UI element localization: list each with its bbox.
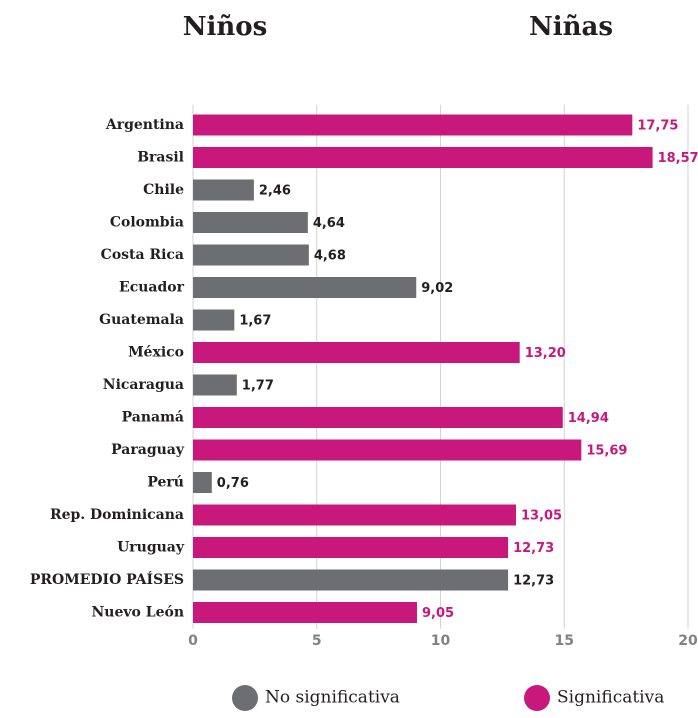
legend-label: No significativa xyxy=(265,688,400,708)
value-label: 4,68 xyxy=(314,249,346,264)
bar xyxy=(193,537,509,558)
bar xyxy=(193,504,516,526)
y-tick-label: PROMEDIO PAÍSES xyxy=(30,570,184,588)
y-tick-label: Ecuador xyxy=(119,280,185,296)
x-tick-label: 0 xyxy=(188,633,198,649)
y-tick-label: Colombia xyxy=(110,215,184,231)
y-tick-label: Argentina xyxy=(105,117,184,133)
value-label: 1,67 xyxy=(239,314,271,329)
bar xyxy=(193,114,633,136)
legend-label: Significativa xyxy=(557,688,664,708)
value-label: 9,02 xyxy=(421,281,453,296)
bar xyxy=(193,244,309,266)
bar xyxy=(193,277,417,298)
value-label: 17,75 xyxy=(637,119,678,134)
y-tick-label: México xyxy=(128,345,184,361)
x-tick-label: 20 xyxy=(678,633,698,649)
legend-marker xyxy=(524,685,550,711)
value-label: 1,77 xyxy=(242,379,274,394)
value-label: 13,05 xyxy=(521,509,562,524)
y-tick-label: Rep. Dominicana xyxy=(50,507,184,523)
bar xyxy=(193,439,582,461)
value-label: 13,20 xyxy=(525,346,566,361)
y-tick-label: Guatemala xyxy=(99,312,184,328)
y-tick-label: Nuevo León xyxy=(92,605,185,621)
bar xyxy=(193,602,417,623)
y-tick-label: Panamá xyxy=(122,410,184,426)
bar xyxy=(193,472,212,493)
y-tick-label: Chile xyxy=(143,182,184,198)
bar xyxy=(193,374,237,396)
value-label: 15,69 xyxy=(586,444,627,459)
value-label: 2,46 xyxy=(259,184,291,199)
y-tick-label: Uruguay xyxy=(117,540,185,556)
value-label: 18,57 xyxy=(658,151,698,166)
bar xyxy=(193,569,509,591)
bar xyxy=(193,147,653,168)
bar xyxy=(193,179,254,201)
heading: Niños xyxy=(183,12,268,42)
value-label: 4,64 xyxy=(313,216,345,231)
y-tick-label: Brasil xyxy=(137,150,184,166)
bar xyxy=(193,407,563,428)
bar xyxy=(193,342,520,363)
legend-marker xyxy=(232,685,258,711)
y-tick-label: Nicaragua xyxy=(103,377,184,393)
value-label: 12,73 xyxy=(513,541,554,556)
x-tick-label: 15 xyxy=(555,633,574,649)
y-tick-label: Costa Rica xyxy=(101,247,184,263)
x-tick-label: 10 xyxy=(431,633,451,649)
value-label: 12,73 xyxy=(513,574,554,589)
value-label: 9,05 xyxy=(422,606,454,621)
x-tick-label: 5 xyxy=(312,633,322,649)
y-tick-label: Paraguay xyxy=(111,442,185,458)
value-label: 0,76 xyxy=(217,476,249,491)
y-tick-label: Perú xyxy=(147,475,184,491)
heading: Niñas xyxy=(529,12,613,42)
bar xyxy=(193,212,308,233)
bar xyxy=(193,309,235,331)
value-label: 14,94 xyxy=(568,411,609,426)
